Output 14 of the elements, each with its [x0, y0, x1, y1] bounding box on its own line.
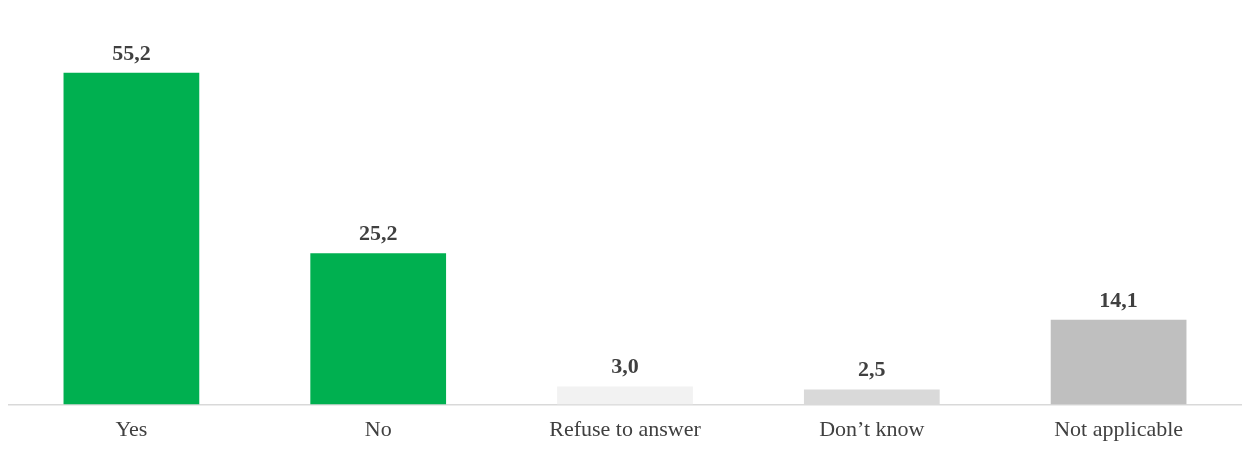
data-label: 14,1	[1099, 286, 1138, 312]
bar	[310, 253, 447, 405]
data-label: 3,0	[611, 353, 639, 379]
bar	[1050, 319, 1187, 405]
data-label: 2,5	[858, 356, 886, 382]
x-tick-label: Yes	[115, 415, 148, 441]
data-label: 25,2	[358, 219, 398, 245]
x-tick-label: Don’t know	[819, 415, 925, 441]
x-tick-label: Refuse to answer	[549, 415, 702, 441]
x-tick-label: Not applicable	[1054, 415, 1184, 441]
x-tick-label: No	[364, 415, 392, 441]
bar	[63, 72, 200, 405]
data-label: 55,2	[112, 39, 151, 65]
bar	[557, 386, 693, 405]
